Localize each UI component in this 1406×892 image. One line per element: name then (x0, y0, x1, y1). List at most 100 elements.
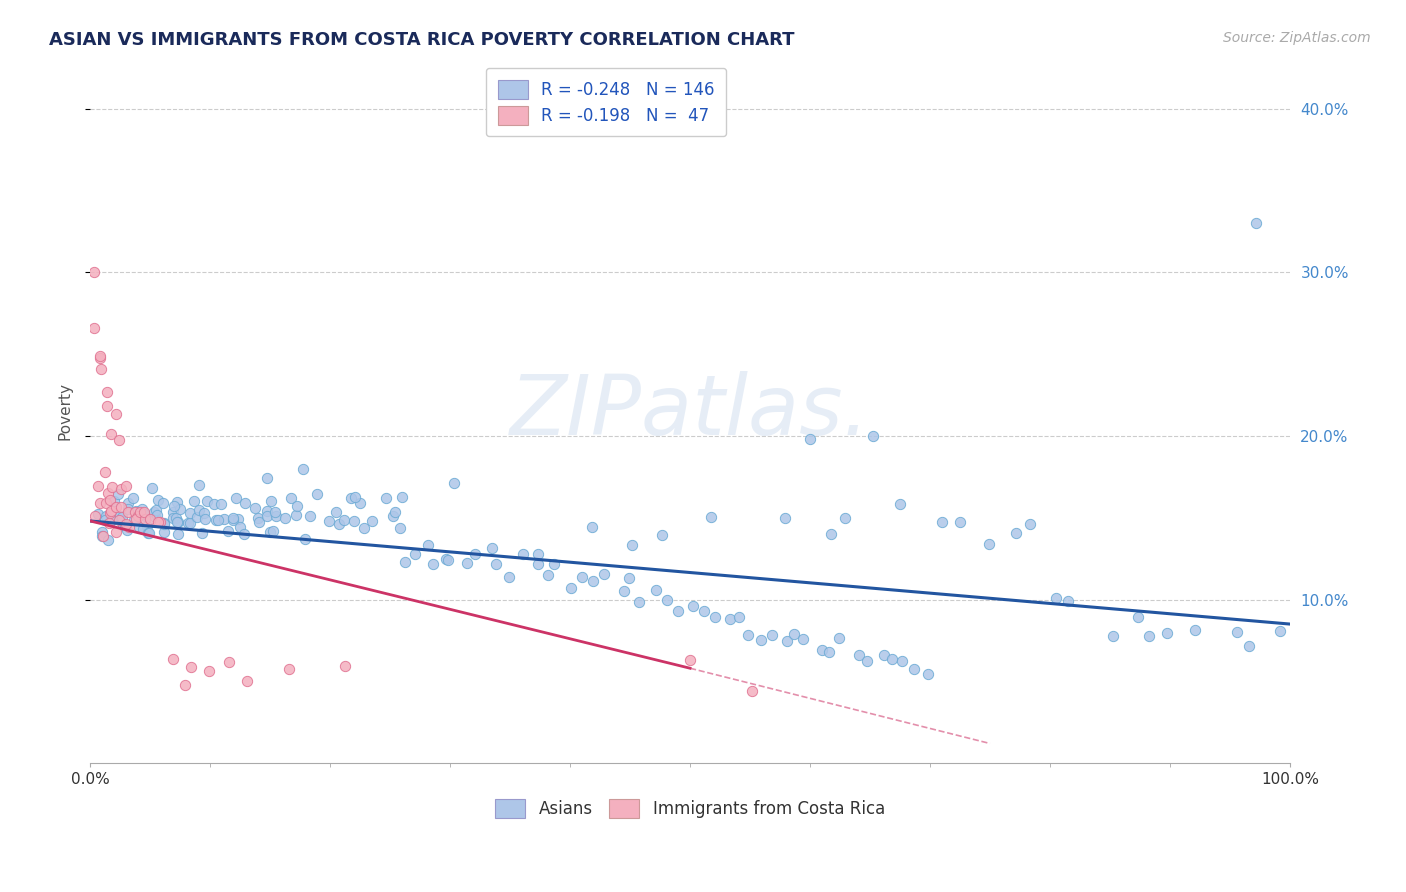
Point (704, 609, 727, 624)
Point (162, 652, 184, 666)
Point (1184, 623, 1206, 637)
Point (110, 482, 132, 496)
Point (118, 520, 141, 534)
Point (617, 571, 640, 585)
Point (776, 634, 799, 648)
Point (799, 432, 821, 446)
Point (134, 512, 156, 526)
Point (613, 584, 636, 599)
Point (148, 516, 170, 530)
Point (83, 265, 105, 279)
Point (343, 490, 366, 504)
Point (749, 632, 772, 647)
Point (222, 513, 245, 527)
Point (422, 557, 444, 571)
Point (205, 513, 228, 527)
Point (162, 510, 184, 524)
Point (543, 557, 565, 571)
Point (97, 533, 120, 547)
Point (236, 673, 259, 688)
Point (903, 662, 925, 676)
Point (187, 503, 209, 517)
Point (115, 479, 138, 493)
Point (100, 427, 122, 442)
Point (256, 503, 278, 517)
Point (212, 512, 235, 526)
Point (434, 552, 457, 566)
Point (110, 509, 132, 524)
Point (917, 667, 939, 681)
Point (485, 557, 508, 571)
Point (856, 653, 879, 667)
Point (104, 525, 127, 540)
Point (328, 517, 350, 532)
Point (135, 519, 157, 533)
Point (136, 525, 159, 540)
Point (375, 491, 398, 506)
Point (537, 568, 560, 582)
Point (405, 547, 427, 561)
Point (128, 520, 150, 534)
Point (391, 490, 413, 504)
Point (1128, 610, 1150, 624)
Point (132, 505, 155, 519)
Point (880, 651, 903, 665)
Point (1268, 624, 1291, 638)
Point (163, 499, 186, 513)
Point (112, 518, 135, 533)
Point (307, 487, 329, 501)
Point (91, 529, 114, 543)
Point (87, 479, 110, 493)
Point (834, 510, 856, 524)
Point (979, 536, 1001, 550)
Point (1156, 625, 1178, 640)
Point (389, 521, 412, 535)
Point (811, 642, 834, 657)
Point (202, 497, 225, 511)
Point (581, 519, 603, 533)
Point (761, 628, 783, 642)
Point (1226, 624, 1249, 639)
Point (131, 501, 153, 516)
Point (110, 500, 132, 514)
Point (134, 509, 156, 524)
Point (820, 527, 842, 541)
Point (217, 524, 239, 539)
Point (862, 429, 884, 443)
Point (194, 512, 217, 526)
Point (180, 660, 202, 674)
Point (682, 599, 704, 614)
Point (527, 547, 550, 561)
Point (226, 512, 249, 526)
Point (818, 645, 841, 659)
Point (931, 515, 953, 529)
Point (96, 399, 118, 413)
Point (655, 593, 678, 607)
Point (382, 509, 405, 524)
Point (737, 628, 759, 642)
Point (173, 678, 195, 692)
Point (96, 385, 118, 400)
Point (117, 505, 139, 519)
Point (621, 538, 644, 552)
Point (153, 516, 176, 531)
Point (481, 541, 503, 555)
Point (284, 508, 307, 522)
Point (107, 487, 129, 501)
Point (581, 574, 603, 589)
Point (108, 512, 131, 526)
Point (105, 407, 128, 421)
Point (718, 613, 741, 627)
Point (353, 521, 375, 535)
Point (456, 556, 478, 570)
Point (628, 595, 651, 609)
Point (262, 524, 284, 538)
Point (233, 526, 256, 541)
Point (166, 515, 188, 529)
Point (138, 512, 160, 526)
Point (792, 632, 814, 646)
Point (91, 525, 114, 540)
Point (125, 504, 148, 518)
Point (343, 514, 366, 528)
Point (498, 569, 520, 583)
